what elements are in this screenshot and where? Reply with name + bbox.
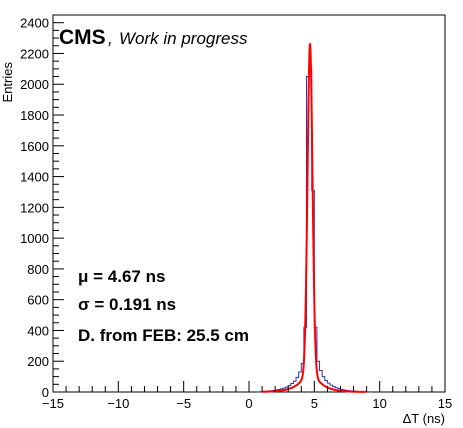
- y-tick-label: 1600: [20, 139, 49, 154]
- fit-curve-group: [262, 43, 367, 393]
- y-tick-label: 1000: [20, 231, 49, 246]
- y-tick-label: 2000: [20, 77, 49, 92]
- x-tick-label: 15: [438, 396, 452, 411]
- y-tick-label: 2400: [20, 16, 49, 31]
- x-tick-label: −10: [107, 396, 129, 411]
- distance-annotation: D. from FEB: 25.5 cm: [78, 326, 249, 345]
- x-tick-label: 10: [372, 396, 386, 411]
- x-tick-label: 5: [311, 396, 318, 411]
- status-label: Work in progress: [119, 29, 248, 48]
- y-tick-label: 2200: [20, 46, 49, 61]
- label-comma: ,: [108, 29, 113, 48]
- y-tick-label: 800: [27, 262, 49, 277]
- y-tick-label: 400: [27, 323, 49, 338]
- x-tick-label: −15: [42, 396, 64, 411]
- fit-curve: [262, 43, 367, 393]
- sigma-annotation: σ = 0.191 ns: [78, 295, 176, 314]
- histogram-outline: [256, 66, 373, 393]
- x-tick-label: −5: [176, 396, 191, 411]
- experiment-label: CMS: [59, 26, 106, 49]
- mean-annotation: μ = 4.67 ns: [78, 267, 165, 286]
- y-tick-label: 1200: [20, 200, 49, 215]
- y-axis-title: Entries: [0, 62, 15, 103]
- y-tick-label: 1400: [20, 170, 49, 185]
- y-tick-label: 200: [27, 354, 49, 369]
- y-tick-label: 600: [27, 293, 49, 308]
- x-axis-title: ΔT (ns): [403, 411, 445, 426]
- axes: −15 −10 −5 0 5 10 15 0 200 400 600 800 1000 1200 1400 1…: [20, 16, 452, 411]
- y-tick-label: 0: [42, 385, 49, 400]
- x-tick-label: 0: [245, 396, 252, 411]
- y-tick-label: 1800: [20, 108, 49, 123]
- histogram: [256, 66, 373, 393]
